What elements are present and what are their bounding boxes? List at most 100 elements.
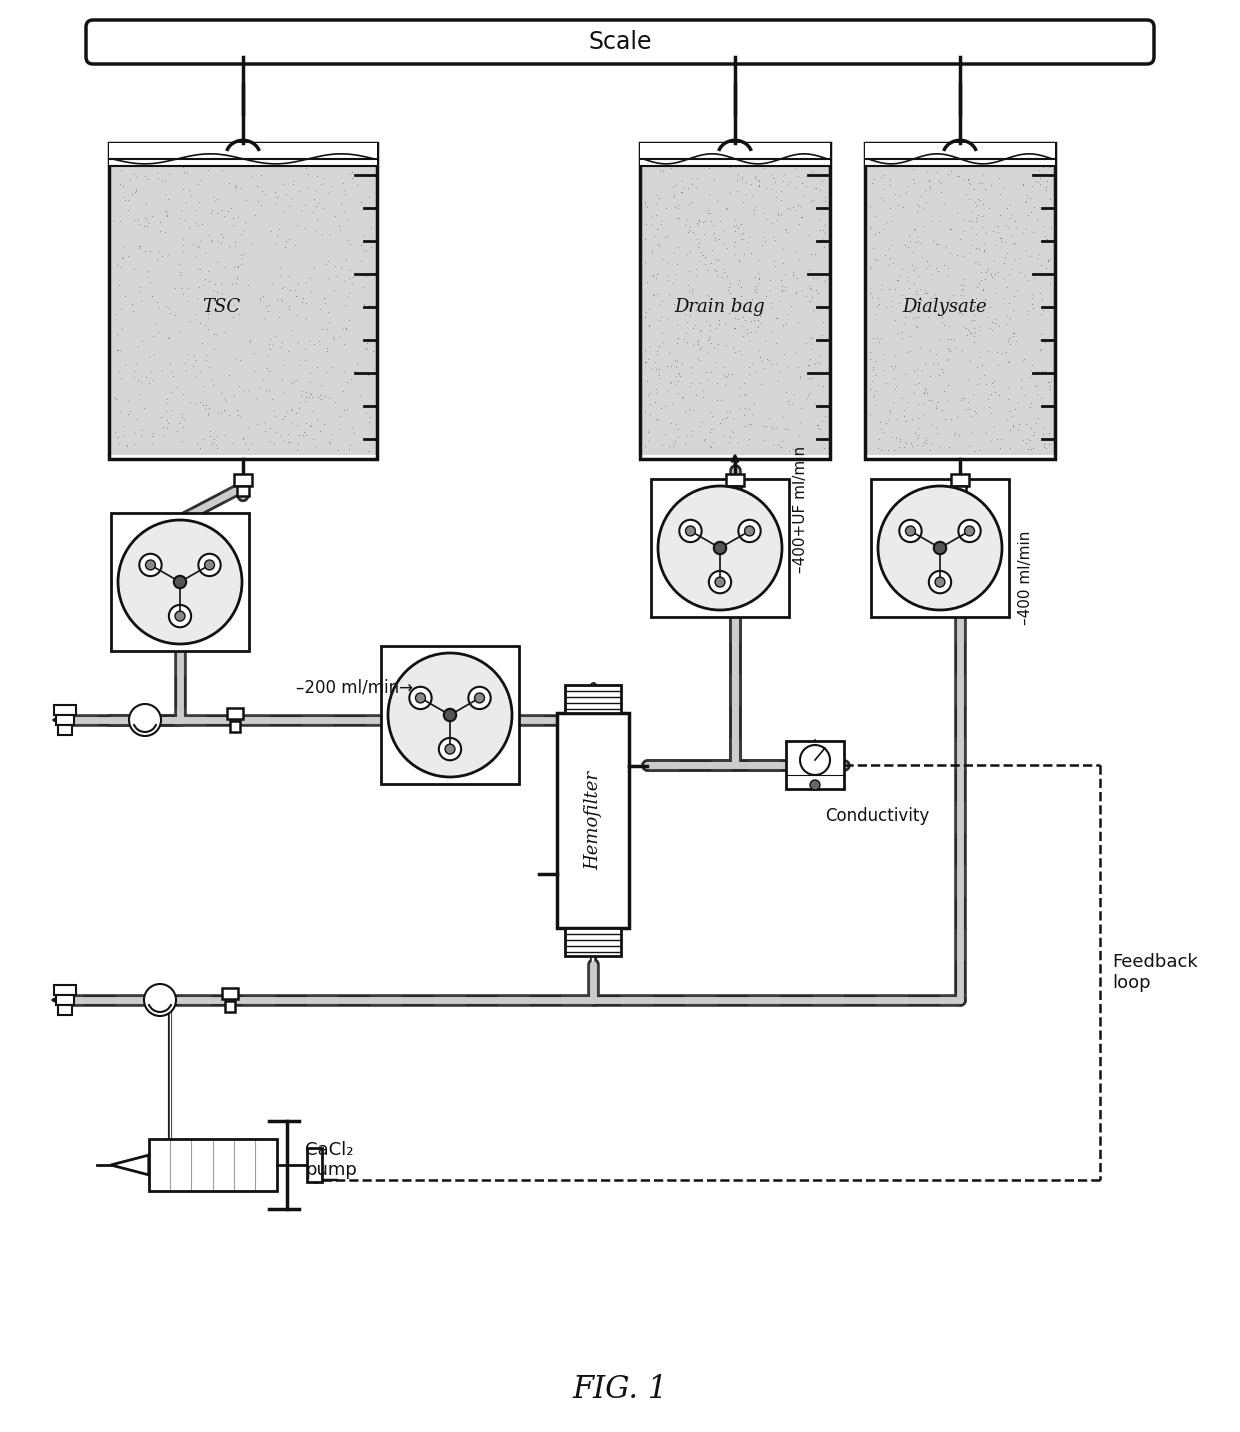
Point — [169, 319, 188, 342]
Point — [718, 196, 738, 219]
Point — [285, 233, 305, 256]
Point — [709, 312, 729, 335]
Point — [759, 407, 779, 430]
Point — [735, 397, 755, 420]
Point — [739, 427, 759, 450]
Point — [667, 252, 687, 275]
Point — [707, 189, 727, 212]
Point — [799, 258, 818, 281]
Point — [801, 278, 821, 301]
Point — [265, 324, 285, 347]
Point — [918, 294, 937, 316]
Point — [755, 329, 775, 352]
Point — [895, 180, 915, 203]
Point — [894, 435, 914, 458]
Point — [702, 405, 722, 428]
Point — [138, 215, 157, 238]
Point — [112, 256, 131, 279]
Point — [931, 294, 951, 316]
Circle shape — [469, 687, 491, 709]
Point — [637, 369, 657, 392]
Point — [215, 256, 234, 279]
Point — [920, 438, 940, 461]
Point — [304, 332, 324, 355]
Point — [998, 349, 1018, 372]
Point — [908, 432, 928, 455]
Point — [796, 284, 816, 306]
Point — [701, 401, 720, 424]
Point — [211, 402, 231, 425]
Point — [980, 295, 999, 318]
Point — [878, 438, 898, 461]
Point — [336, 318, 356, 341]
Point — [720, 155, 740, 178]
Bar — [56, 715, 74, 725]
Point — [667, 332, 687, 355]
Point — [918, 160, 937, 183]
Point — [792, 172, 812, 195]
Point — [930, 209, 950, 232]
Point — [227, 265, 247, 288]
Point — [761, 319, 781, 342]
Point — [732, 342, 751, 365]
Point — [754, 415, 774, 438]
Point — [118, 245, 138, 268]
Point — [949, 301, 968, 324]
Point — [749, 268, 769, 291]
Point — [800, 354, 820, 377]
Point — [720, 182, 740, 205]
Point — [928, 421, 947, 444]
Point — [885, 375, 905, 398]
Point — [130, 281, 150, 304]
Point — [1022, 282, 1042, 305]
Point — [1030, 166, 1050, 189]
Point — [122, 182, 141, 205]
Point — [688, 347, 708, 369]
Point — [682, 278, 702, 301]
Circle shape — [680, 520, 702, 543]
Point — [968, 203, 988, 226]
Point — [749, 175, 769, 198]
Point — [812, 410, 832, 432]
Point — [666, 374, 686, 397]
Point — [908, 417, 928, 440]
Point — [337, 371, 357, 394]
Point — [1016, 239, 1035, 262]
Point — [694, 211, 714, 233]
Point — [880, 173, 900, 196]
Point — [739, 398, 759, 421]
Point — [1039, 371, 1059, 394]
Point — [717, 334, 737, 357]
Point — [928, 259, 947, 282]
Point — [926, 285, 946, 308]
Point — [691, 319, 711, 342]
Point — [773, 275, 792, 298]
Bar — [951, 474, 968, 485]
Point — [900, 301, 920, 324]
Point — [673, 385, 693, 408]
Point — [745, 266, 765, 289]
Bar — [786, 740, 844, 789]
Point — [258, 345, 278, 368]
Point — [651, 211, 671, 233]
Point — [763, 417, 782, 440]
Point — [195, 242, 215, 265]
Point — [808, 282, 828, 305]
Point — [961, 233, 981, 256]
Point — [719, 272, 739, 295]
Point — [109, 274, 129, 296]
Point — [213, 225, 233, 248]
Point — [314, 168, 334, 190]
Point — [345, 359, 365, 382]
Point — [898, 341, 918, 364]
Point — [789, 311, 808, 334]
Point — [961, 421, 981, 444]
Point — [185, 211, 205, 233]
Point — [719, 425, 739, 448]
Point — [184, 355, 203, 378]
Point — [112, 298, 131, 321]
Point — [263, 272, 283, 295]
Point — [981, 401, 1001, 424]
Circle shape — [878, 485, 1002, 610]
Point — [149, 295, 169, 318]
